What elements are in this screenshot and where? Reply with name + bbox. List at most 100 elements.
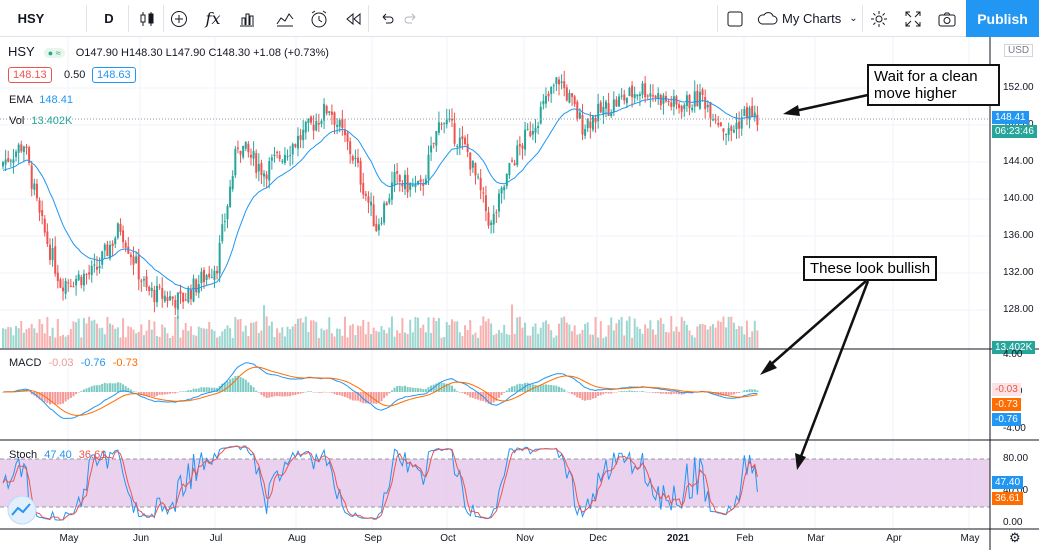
candle-body xyxy=(260,163,263,176)
candle-body xyxy=(701,89,704,95)
undo-icon[interactable] xyxy=(374,0,400,37)
candle-body xyxy=(82,273,85,286)
volume-bar xyxy=(265,316,268,348)
compare-icon[interactable] xyxy=(272,0,298,37)
volume-legend[interactable]: Vol 13.402K xyxy=(9,115,72,127)
stoch-tick-label: 0.00 xyxy=(1003,517,1023,528)
volume-bar xyxy=(213,330,216,348)
cloud-icon xyxy=(757,11,778,24)
macd-hist-bar xyxy=(187,390,190,392)
candle-body xyxy=(176,292,179,310)
candle-body xyxy=(756,114,759,126)
macd-legend[interactable]: MACD -0.03 -0.76 -0.73 xyxy=(9,357,138,369)
macd-hist-bar xyxy=(599,392,602,396)
candle-body xyxy=(67,282,70,284)
volume-bar xyxy=(336,328,339,348)
ema-legend[interactable]: EMA 148.41 xyxy=(9,94,73,106)
candle-body xyxy=(210,277,213,279)
replay-icon[interactable] xyxy=(340,0,366,37)
candle-body xyxy=(385,202,388,206)
settings-gear-icon[interactable] xyxy=(866,0,892,37)
candle-body xyxy=(649,93,652,97)
templates-icon[interactable] xyxy=(234,0,260,37)
volume-bar xyxy=(604,336,607,348)
volume-bar xyxy=(169,337,172,348)
volume-bar xyxy=(482,316,485,348)
volume-bar xyxy=(521,327,524,348)
sell-price-button[interactable]: 148.13 xyxy=(8,67,52,83)
candle-body xyxy=(268,161,271,181)
axis-settings-gear-icon[interactable]: ⚙ xyxy=(1009,530,1021,545)
volume-bar xyxy=(511,304,514,348)
candle-body xyxy=(636,94,639,97)
candle-body xyxy=(116,223,119,238)
volume-bar xyxy=(46,316,49,348)
my-charts-button[interactable]: My Charts ⌄ xyxy=(756,0,861,37)
candle-body xyxy=(25,146,28,149)
volume-bar xyxy=(176,316,179,348)
volume-bar xyxy=(231,337,234,348)
volume-bar xyxy=(9,327,12,348)
volume-bar xyxy=(458,332,461,348)
macd-hist-bar xyxy=(54,392,57,405)
macd-hist-bar xyxy=(443,383,446,392)
macd-hist-bar xyxy=(213,387,216,392)
legend-symbol: HSY xyxy=(8,44,35,59)
macd-hist-bar xyxy=(93,385,96,392)
publish-button[interactable]: Publish xyxy=(966,0,1039,37)
volume-bar xyxy=(706,329,709,348)
macd-hist-bar xyxy=(618,391,621,392)
fullscreen-toggle-icon[interactable] xyxy=(722,0,748,37)
toolbar-divider xyxy=(86,5,87,32)
buy-price-button[interactable]: 148.63 xyxy=(92,67,136,83)
macd-hist-bar xyxy=(161,392,164,395)
time-tick-label: Aug xyxy=(288,533,306,544)
chevron-down-icon: ⌄ xyxy=(849,13,858,24)
ema-legend-value: 148.41 xyxy=(39,94,73,106)
volume-bar xyxy=(210,329,213,348)
candles-icon[interactable] xyxy=(134,0,160,37)
volume-bar xyxy=(685,324,688,348)
candle-body xyxy=(328,111,331,113)
macd-hist-bar xyxy=(30,392,33,395)
candle-body xyxy=(174,299,177,308)
currency-label[interactable]: USD xyxy=(1004,44,1034,57)
stoch-legend[interactable]: Stoch 47.40 36.61 xyxy=(9,449,106,461)
volume-bar xyxy=(166,333,169,348)
camera-snapshot-icon[interactable] xyxy=(934,0,960,37)
volume-bar xyxy=(302,322,305,348)
symbol-search[interactable]: HSY xyxy=(17,11,45,26)
macd-hist-bar xyxy=(539,384,542,392)
add-indicator-icon[interactable] xyxy=(166,0,192,37)
macd-hist-bar xyxy=(383,392,386,399)
redo-icon[interactable] xyxy=(398,0,424,37)
candle-body xyxy=(712,119,715,121)
candle-body xyxy=(354,157,357,160)
volume-bar xyxy=(103,334,106,348)
candle-body xyxy=(477,176,480,178)
macd-hist-bar xyxy=(336,392,339,395)
volume-bar xyxy=(445,322,448,348)
symbol-legend[interactable]: HSY ● ≈ O147.90 H148.30 L147.90 C148.30 … xyxy=(8,44,329,59)
time-tick-label: May xyxy=(59,533,79,544)
candle-body xyxy=(672,96,675,107)
volume-bar xyxy=(403,332,406,348)
candle-body xyxy=(362,183,365,195)
toolbar-divider xyxy=(717,5,718,32)
chart-canvas[interactable] xyxy=(0,37,1039,550)
macd-hist-bar xyxy=(623,391,626,392)
volume-bar xyxy=(281,327,284,348)
volume-bar xyxy=(62,334,65,348)
interval-button[interactable]: D xyxy=(104,11,114,26)
macd-hist-bar xyxy=(430,385,433,392)
candle-body xyxy=(471,160,474,168)
ema-line xyxy=(2,97,758,290)
candle-body xyxy=(184,299,187,301)
macd-hist-bar xyxy=(48,392,51,405)
macd-hist-bar xyxy=(375,392,378,404)
volume-bar xyxy=(114,328,117,348)
expand-icon[interactable] xyxy=(900,0,926,37)
macd-hist-bar xyxy=(401,386,404,392)
fx-indicators-icon[interactable]: fx xyxy=(205,9,221,28)
alert-clock-icon[interactable] xyxy=(306,0,332,37)
